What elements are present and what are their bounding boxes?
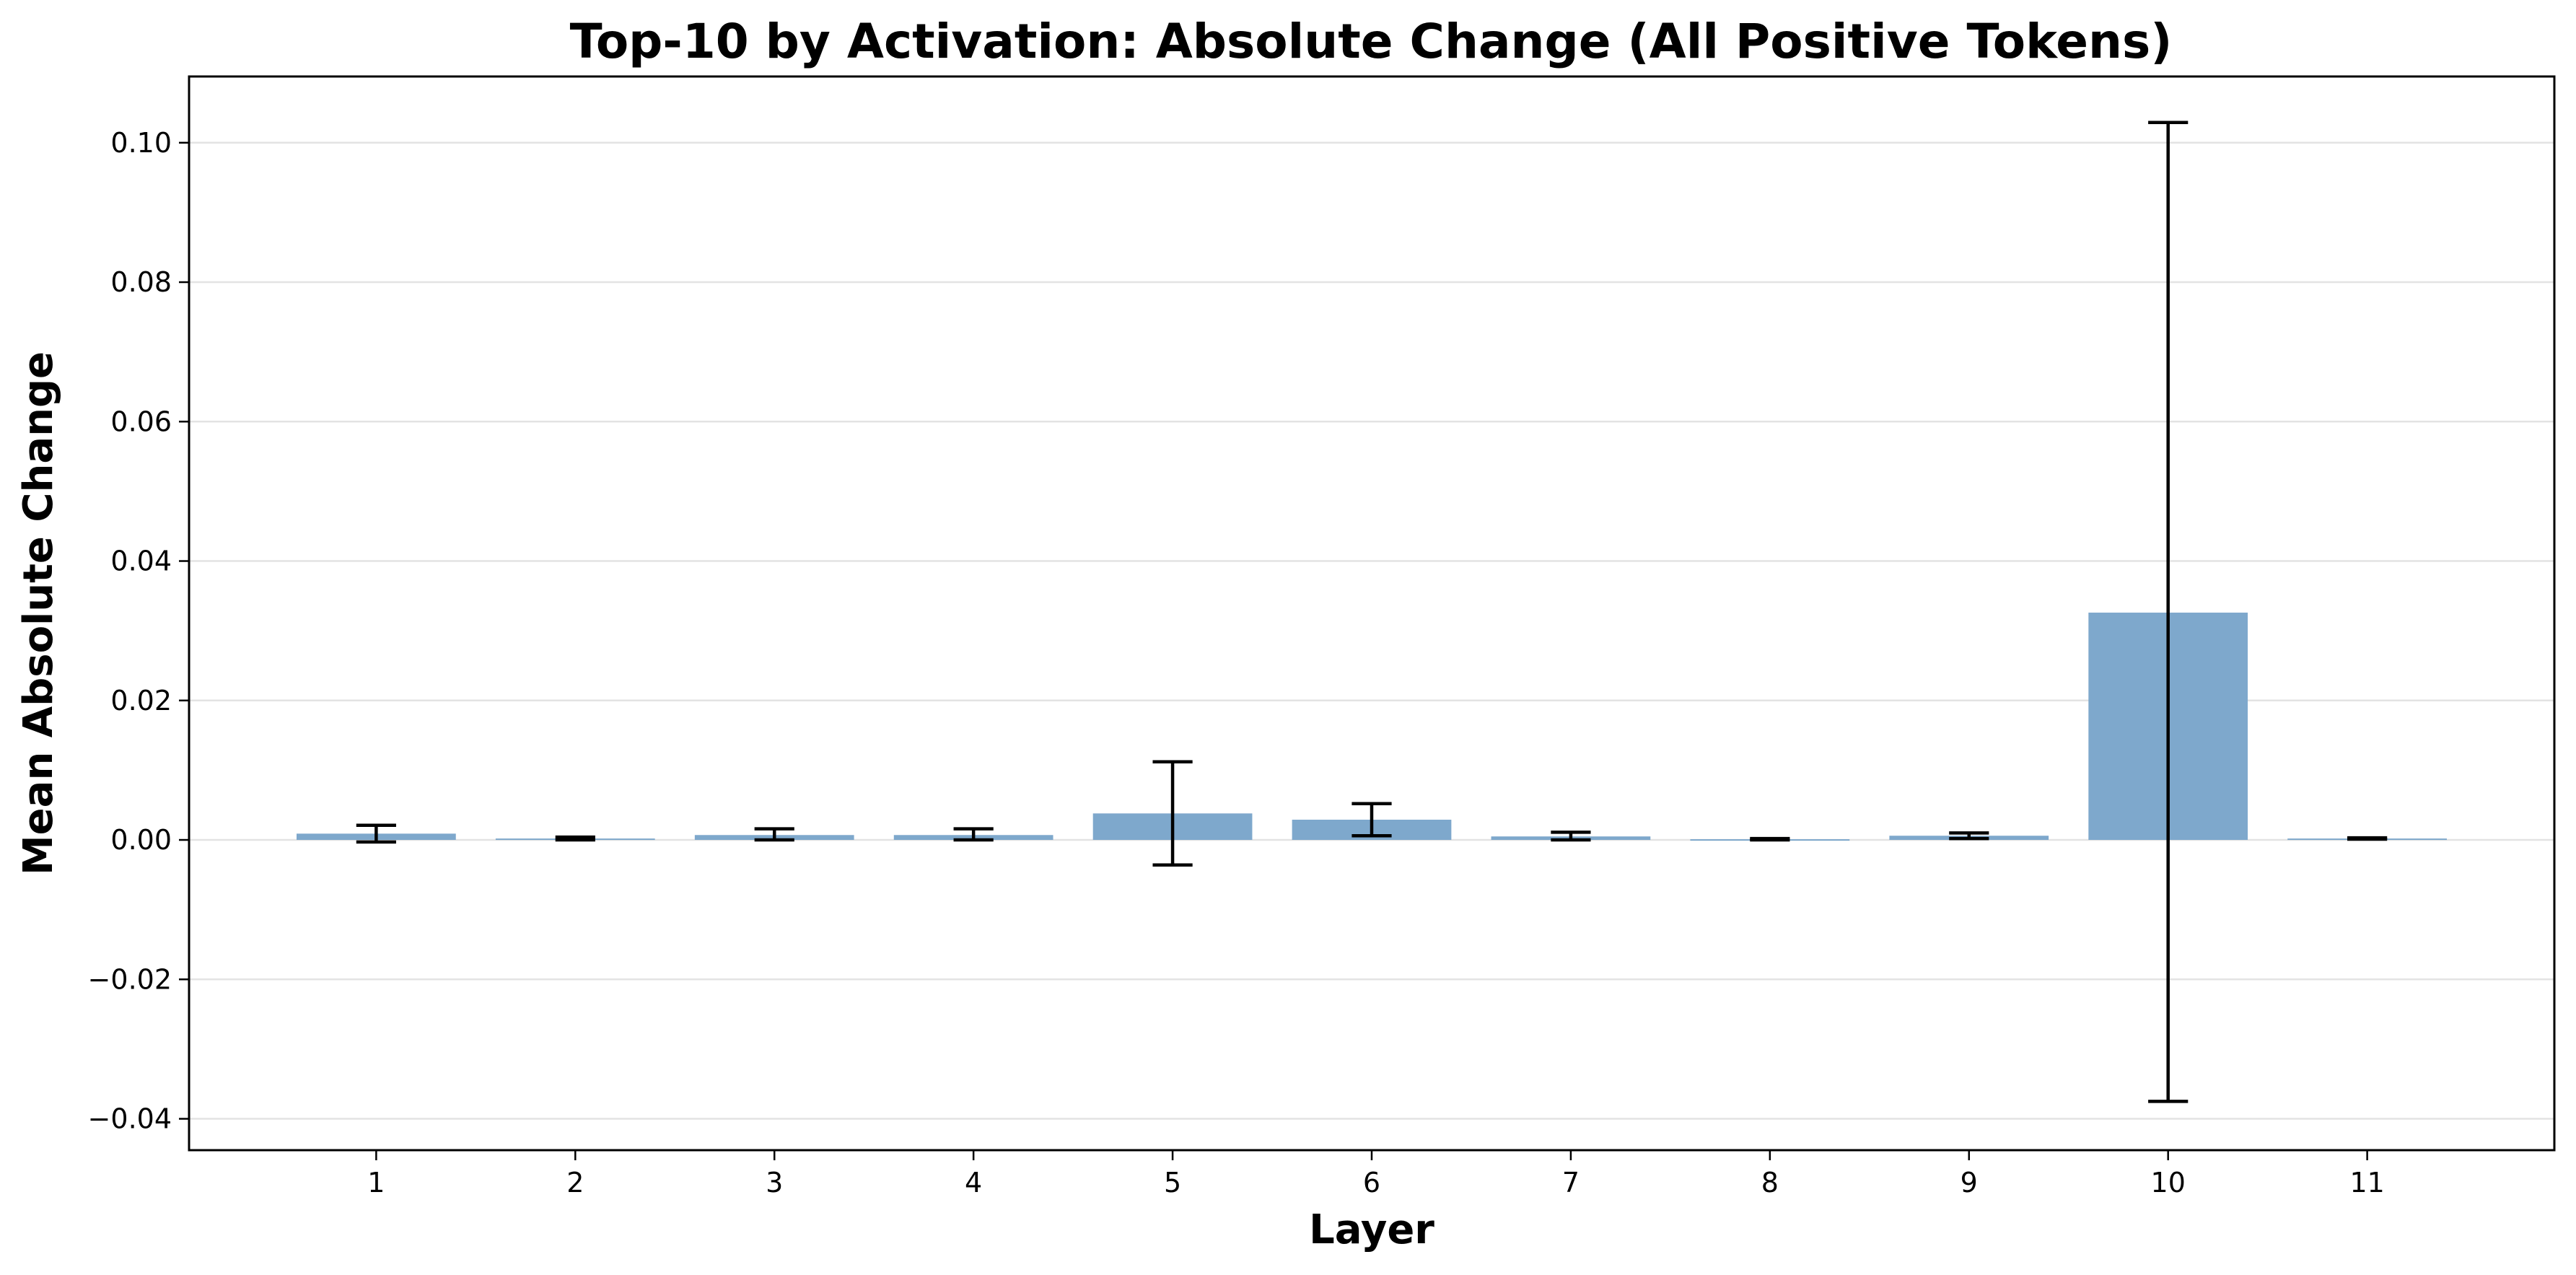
y-tick-label: −0.02: [88, 963, 172, 995]
y-tick-label: 0.06: [110, 406, 172, 437]
y-tick-label: 0.08: [110, 266, 172, 298]
y-tick-label: −0.04: [88, 1103, 172, 1135]
error-bar-layer-1: [356, 823, 396, 844]
error-bar-layer-11: [2347, 836, 2388, 841]
x-tick-label: 4: [965, 1167, 982, 1199]
error-bar-layer-5: [1152, 760, 1193, 867]
y-tick-label: 0.10: [110, 127, 172, 159]
error-bar-layer-7: [1551, 831, 1591, 842]
x-tick-label: 6: [1363, 1167, 1380, 1199]
error-bar-layer-10: [2148, 121, 2189, 1103]
x-axis-ticks: 1 2 3 4 5 6 7 8 9 10 11: [367, 1150, 2385, 1199]
x-tick-label: 5: [1164, 1167, 1181, 1199]
x-tick-label: 2: [566, 1167, 584, 1199]
y-axis-label: Mean Absolute Change: [15, 351, 62, 875]
x-tick-label: 7: [1562, 1167, 1580, 1199]
y-axis-ticks: −0.04 −0.02 0.00 0.02 0.04 0.06 0.08 0.10: [88, 127, 189, 1135]
y-tick-label: 0.02: [110, 685, 172, 717]
error-bar-layer-2: [555, 835, 595, 842]
error-bar-layer-4: [953, 827, 994, 842]
error-bar-layer-8: [1750, 836, 1790, 842]
error-bars: [356, 121, 2388, 1103]
chart-title: Top-10 by Activation: Absolute Change (A…: [570, 14, 2173, 69]
error-bar-layer-3: [754, 827, 794, 842]
x-tick-label: 1: [367, 1167, 385, 1199]
x-tick-label: 3: [766, 1167, 783, 1199]
error-bar-layer-6: [1351, 802, 1392, 838]
x-tick-label: 10: [2151, 1167, 2186, 1199]
y-tick-label: 0.04: [110, 546, 172, 577]
x-tick-label: 11: [2349, 1167, 2384, 1199]
error-bar-layer-9: [1949, 831, 1989, 841]
y-tick-label: 0.00: [110, 824, 172, 856]
x-axis-label: Layer: [1309, 1206, 1434, 1253]
x-tick-label: 8: [1761, 1167, 1779, 1199]
x-tick-label: 9: [1961, 1167, 1978, 1199]
